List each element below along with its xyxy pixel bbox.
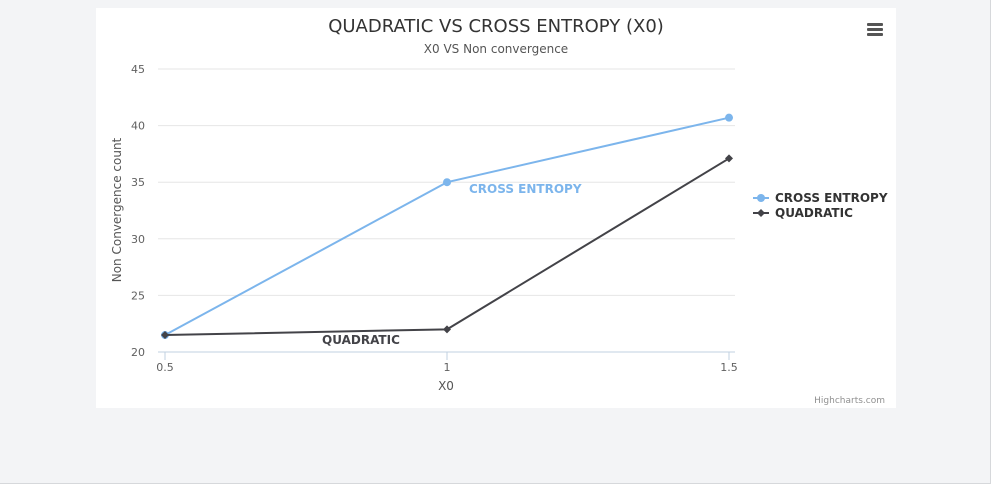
x-axis-label: X0 xyxy=(438,379,454,393)
legend-marker xyxy=(757,194,765,202)
legend-label: CROSS ENTROPY xyxy=(775,191,888,205)
y-axis-label: Non Convergence count xyxy=(110,137,124,282)
y-tick-label: 20 xyxy=(131,346,145,359)
data-point xyxy=(725,154,733,163)
y-tick-label: 25 xyxy=(131,289,145,302)
x-tick-label: 0.5 xyxy=(156,361,174,374)
chart-subtitle: X0 VS Non convergence xyxy=(424,42,568,56)
y-tick-label: 30 xyxy=(131,233,145,246)
legend-marker xyxy=(757,209,765,217)
x-tick-label: 1 xyxy=(444,361,451,374)
data-point xyxy=(443,325,451,334)
data-point xyxy=(443,178,451,187)
data-point xyxy=(161,331,169,340)
x-tick-label: 1.5 xyxy=(720,361,738,374)
series-line xyxy=(164,116,730,336)
series-data-label: CROSS ENTROPY xyxy=(469,182,582,196)
legend-label: QUADRATIC xyxy=(775,206,853,220)
menu-icon[interactable] xyxy=(867,20,885,38)
y-tick-label: 35 xyxy=(131,176,145,189)
chart-title: QUADRATIC VS CROSS ENTROPY (X0) xyxy=(328,16,664,37)
credits-link[interactable]: Highcharts.com xyxy=(814,396,885,406)
menu-bar xyxy=(867,28,883,31)
chart-container xyxy=(96,8,896,408)
series-data-label: QUADRATIC xyxy=(322,333,400,347)
menu-bar xyxy=(867,33,883,36)
data-point xyxy=(725,113,733,122)
y-tick-label: 45 xyxy=(131,63,145,76)
y-tick-label: 40 xyxy=(131,120,145,133)
menu-bar xyxy=(867,23,883,26)
